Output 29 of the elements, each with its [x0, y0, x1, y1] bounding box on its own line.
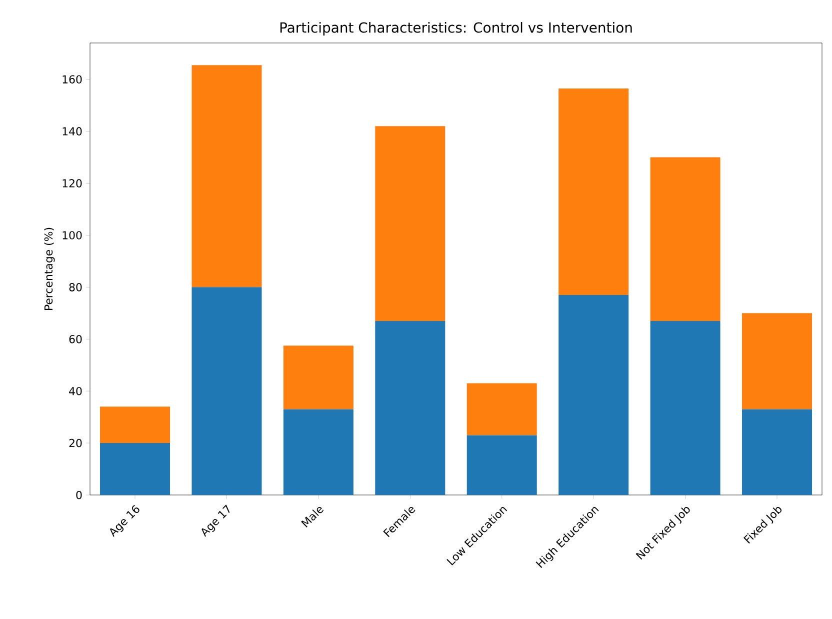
bar [375, 320, 446, 495]
bar [558, 88, 629, 295]
y-tick-label: 100 [62, 231, 82, 240]
y-tick-label: 40 [69, 386, 82, 396]
bar [192, 65, 262, 288]
y-tick-label: 0 [76, 490, 82, 500]
y-tick-label: 140 [62, 127, 82, 136]
bar [283, 409, 354, 495]
bar [283, 346, 354, 410]
y-axis-title: Percentage (%) [44, 228, 55, 310]
bar [742, 313, 812, 410]
y-tick-label: 60 [69, 334, 82, 344]
bar [650, 320, 720, 495]
bar [375, 126, 446, 321]
x-tick-label: Age 17 [202, 504, 230, 537]
chart-title: Participant Characteristics: Control vs Intervention [280, 22, 632, 36]
bar [466, 435, 537, 495]
bar [192, 287, 262, 495]
bar [650, 157, 720, 321]
bar [100, 443, 170, 495]
y-tick-label: 120 [62, 179, 82, 188]
y-tick-label: 160 [62, 75, 82, 84]
bar [558, 294, 629, 495]
bar [742, 409, 812, 495]
bar [100, 406, 170, 444]
x-tick-label: Age 16 [110, 505, 140, 537]
y-tick-label: 20 [69, 438, 82, 448]
y-tick-label: 80 [69, 283, 82, 292]
bar [466, 383, 537, 436]
